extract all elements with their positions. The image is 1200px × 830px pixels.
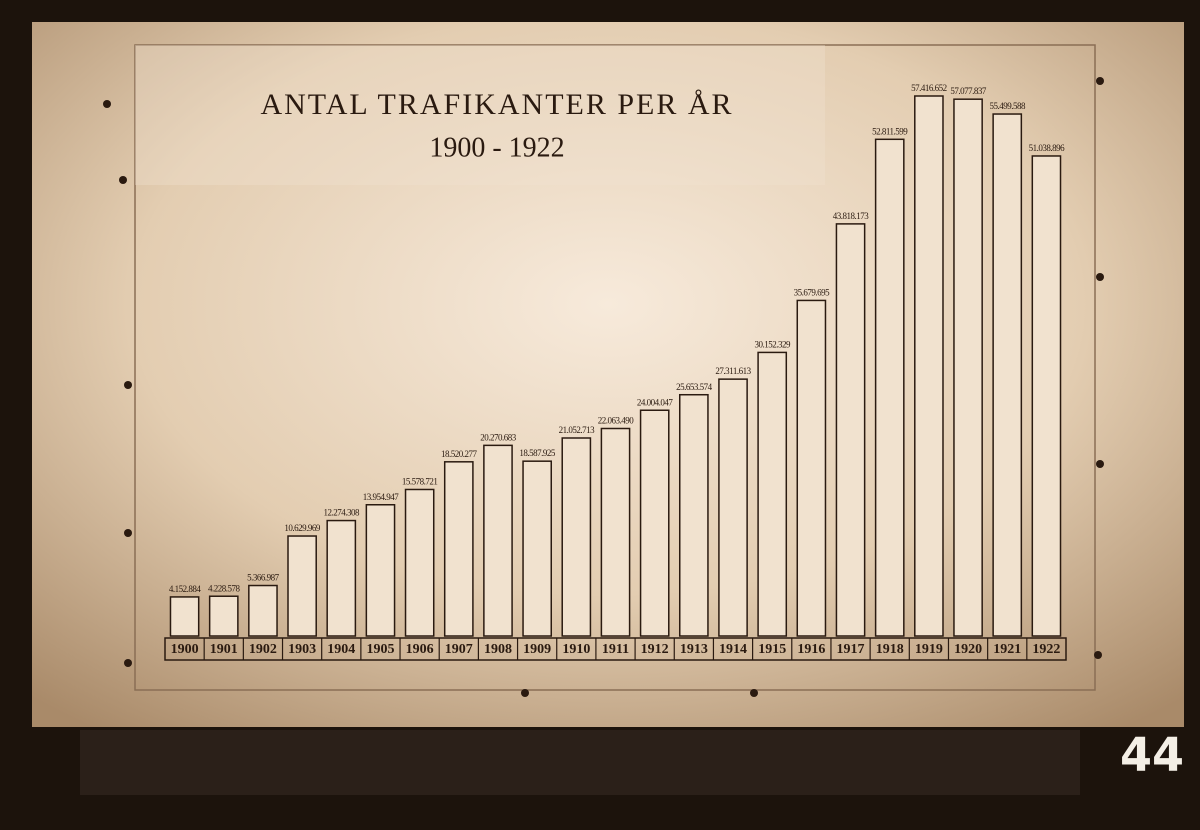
chart-title: ANTAL TRAFIKANTER PER ÅR	[260, 88, 733, 121]
pins	[103, 77, 1104, 697]
value-label: 43.818.173	[833, 211, 870, 221]
bar	[1031, 155, 1062, 637]
bar	[326, 519, 357, 637]
bar	[914, 95, 944, 637]
x-tick-label: 1918	[876, 642, 904, 657]
value-label: 4.152.884	[169, 584, 202, 594]
bar	[208, 595, 239, 637]
bar	[757, 351, 788, 637]
x-tick-label: 1903	[288, 642, 316, 657]
x-tick-label: 1919	[915, 642, 943, 657]
x-tick-label: 1920	[954, 642, 982, 657]
value-label: 21.052.713	[559, 425, 596, 435]
plate-number: 44	[1120, 728, 1184, 782]
value-label: 25.653.574	[676, 382, 713, 392]
value-label: 18.520.277	[441, 449, 478, 459]
bar	[953, 98, 983, 637]
x-tick-label: 1905	[366, 642, 394, 657]
value-label: 57.416.652	[911, 83, 947, 93]
value-label: 4.228.578	[208, 583, 241, 593]
x-tick-label: 1916	[797, 642, 825, 657]
x-tick-label: 1921	[993, 642, 1021, 657]
bar	[404, 488, 435, 637]
bar	[835, 223, 866, 637]
x-tick-label: 1909	[523, 642, 551, 657]
x-tick-label: 1902	[249, 642, 277, 657]
bar	[365, 504, 396, 637]
value-label: 57.077.837	[950, 86, 987, 96]
value-label: 12.274.308	[324, 508, 361, 518]
x-tick-label: 1913	[680, 642, 708, 657]
value-label: 15.578.721	[402, 477, 438, 487]
bar	[443, 461, 474, 637]
value-label: 51.038.896	[1029, 143, 1066, 153]
bar	[678, 393, 709, 637]
value-label: 35.679.695	[794, 287, 831, 297]
bar	[248, 584, 278, 637]
value-label: 5.366.987	[247, 573, 280, 583]
chart-subtitle: 1900 - 1922	[429, 132, 564, 163]
bar	[169, 596, 200, 637]
value-label: 10.629.969	[284, 523, 321, 533]
bar	[561, 437, 592, 637]
value-label: 27.311.613	[715, 366, 751, 376]
value-label: 22.063.490	[598, 416, 635, 426]
x-tick-label: 1904	[327, 642, 355, 657]
x-tick-label: 1922	[1032, 642, 1060, 657]
bar	[718, 378, 748, 637]
value-label: 24.004.047	[637, 397, 674, 407]
bar	[796, 299, 827, 637]
x-tick-label: 1906	[406, 642, 434, 657]
bar	[639, 409, 670, 637]
x-tick-label: 1907	[445, 642, 473, 657]
x-tick-label: 1917	[837, 642, 865, 657]
bar	[992, 113, 1023, 637]
stand	[80, 730, 1080, 795]
value-label: 30.152.329	[754, 339, 791, 349]
bar	[874, 138, 905, 637]
value-label: 52.811.599	[872, 126, 908, 136]
x-tick-label: 1900	[171, 642, 199, 657]
frame	[134, 44, 1096, 691]
x-tick-label: 1910	[562, 642, 590, 657]
x-tick-label: 1901	[210, 642, 238, 657]
bar	[522, 460, 553, 637]
bar	[600, 427, 631, 637]
bar	[287, 535, 317, 637]
value-label: 18.587.925	[519, 448, 556, 458]
x-tick-label: 1914	[719, 642, 747, 657]
title-sheet	[135, 45, 825, 185]
category-strip	[164, 637, 1067, 661]
x-tick-label: 1908	[484, 642, 512, 657]
x-tick-label: 1912	[641, 642, 669, 657]
bar	[483, 444, 513, 637]
value-label: 13.954.947	[363, 492, 400, 502]
x-tick-label: 1915	[758, 642, 786, 657]
value-label: 20.270.683	[480, 432, 517, 442]
value-label: 55.499.588	[989, 101, 1026, 111]
x-tick-label: 1911	[602, 642, 629, 657]
